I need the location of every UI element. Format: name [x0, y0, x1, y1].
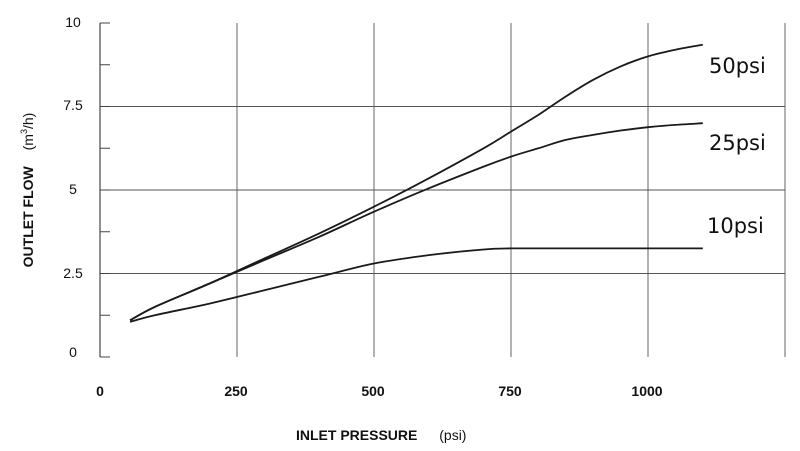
grid — [99, 22, 786, 358]
x-axis-title-unit: (psi) — [439, 427, 466, 443]
y-axis-title-unit-pre: (m — [20, 134, 36, 150]
x-tick-label: 1000 — [631, 383, 662, 399]
series-lines — [129, 43, 703, 323]
y-tick-label: 10 — [65, 14, 81, 30]
y-axis-title-unit-sup: 3 — [19, 129, 29, 134]
y-axis-title: OUTLET FLOW (m3/h) — [19, 113, 36, 268]
series-line-50psi — [129, 43, 703, 322]
y-tick-label: 5 — [69, 181, 77, 197]
x-tick-label: 500 — [361, 383, 385, 399]
y-axis-ticks: 0 2.5 5 7.5 10 — [63, 14, 83, 360]
series-label-25psi: 25psi — [709, 131, 766, 155]
x-tick-label: 750 — [498, 383, 522, 399]
y-tick-label: 0 — [69, 344, 77, 360]
y-axis-title-main: OUTLET FLOW — [20, 165, 36, 267]
x-tick-label: 250 — [224, 383, 248, 399]
series-line-10psi — [129, 247, 703, 323]
y-tick-label: 7.5 — [63, 97, 83, 113]
series-label-10psi: 10psi — [707, 214, 764, 238]
series-line-25psi — [129, 122, 703, 322]
y-axis-title-unit-post: /h) — [20, 113, 36, 129]
x-tick-label: 0 — [96, 383, 104, 399]
x-axis-ticks: 0 250 500 750 1000 — [96, 383, 663, 399]
x-axis-title-main: INLET PRESSURE — [296, 427, 417, 443]
series-label-50psi: 50psi — [709, 54, 766, 78]
x-axis-title: INLET PRESSURE (psi) — [296, 427, 466, 443]
y-tick-label: 2.5 — [63, 265, 83, 281]
series-labels: 50psi 25psi 10psi — [707, 54, 766, 238]
